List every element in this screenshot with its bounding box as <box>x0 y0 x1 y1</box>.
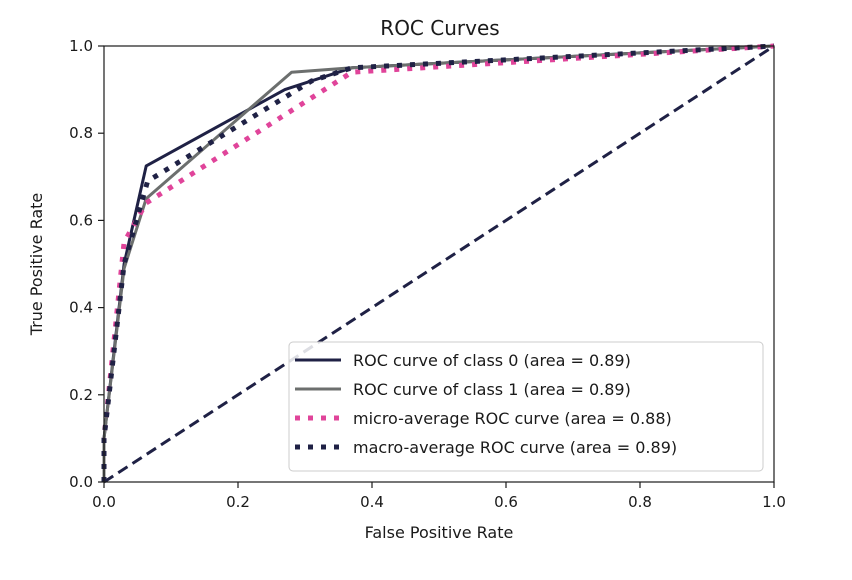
y-tick-label: 0.8 <box>69 124 93 142</box>
x-axis-label: False Positive Rate <box>365 523 514 542</box>
x-tick-label: 0.0 <box>92 493 116 511</box>
x-tick-label: 0.2 <box>226 493 250 511</box>
x-tick-label: 0.8 <box>628 493 652 511</box>
y-tick-label: 1.0 <box>69 37 93 55</box>
y-axis: 0.0 0.2 0.4 0.6 0.8 1.0 <box>69 37 104 491</box>
y-tick-label: 0.4 <box>69 299 93 317</box>
x-axis: 0.0 0.2 0.4 0.6 0.8 1.0 <box>92 482 786 511</box>
legend-label: macro-average ROC curve (area = 0.89) <box>353 438 677 457</box>
legend-box <box>288 341 764 472</box>
legend-label: ROC curve of class 1 (area = 0.89) <box>353 380 631 399</box>
legend-label: ROC curve of class 0 (area = 0.89) <box>353 351 631 370</box>
chance-diagonal-line <box>103 44 775 484</box>
x-tick-label: 0.6 <box>494 493 518 511</box>
chart-title: ROC Curves <box>380 16 499 40</box>
axes-frame <box>103 45 775 483</box>
y-tick-label: 0.2 <box>69 386 93 404</box>
legend: ROC curve of class 0 (area = 0.89) ROC cu… <box>288 341 764 472</box>
y-axis-label: True Positive Rate <box>27 193 46 337</box>
x-tick-label: 1.0 <box>762 493 786 511</box>
y-tick-label: 0.6 <box>69 211 93 229</box>
legend-label: micro-average ROC curve (area = 0.88) <box>353 409 672 428</box>
x-tick-label: 0.4 <box>360 493 384 511</box>
y-tick-label: 0.0 <box>69 473 93 491</box>
